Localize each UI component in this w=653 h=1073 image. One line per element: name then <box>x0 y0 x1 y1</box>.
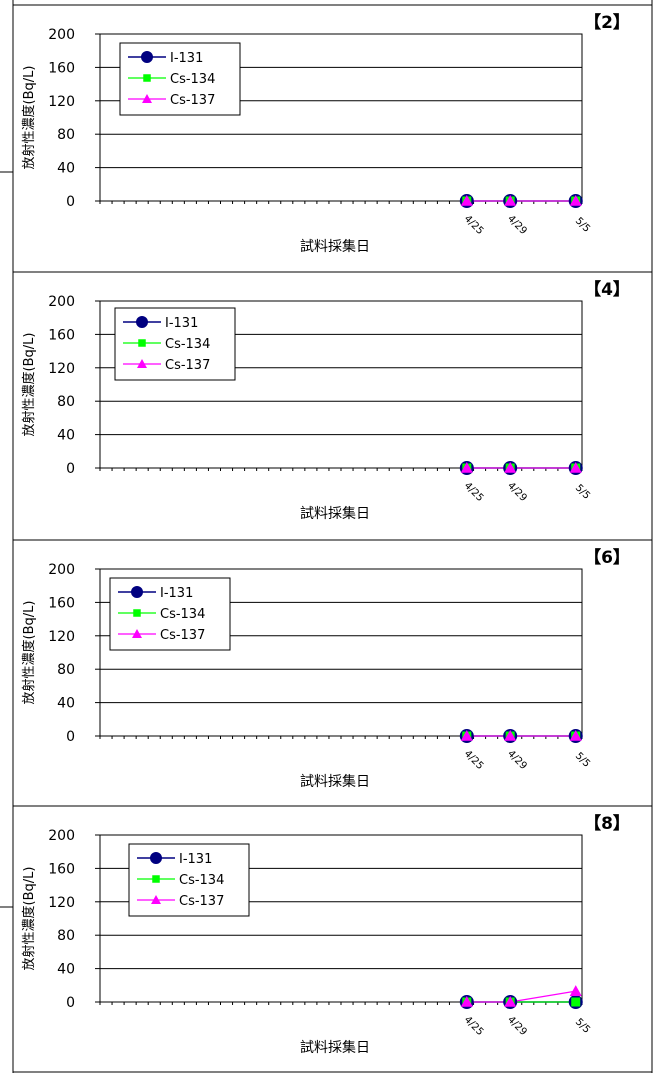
chart-panel: 200 160 120 80 40 0 放射性濃度(Bq/L) 試料採集日 【2】 4/25 4/2… <box>13 4 652 255</box>
y-tick-label: 80 <box>57 127 75 143</box>
x-tick-label: 4/29 <box>505 213 529 237</box>
y-tick-label: 120 <box>48 895 75 911</box>
y-tick-label: 40 <box>57 696 75 712</box>
y-tick-label: 40 <box>57 161 75 177</box>
x-tick-label: 4/29 <box>505 748 529 772</box>
legend-label: Cs-134 <box>165 337 210 352</box>
legend-label: Cs-134 <box>160 607 205 622</box>
legend-marker <box>143 74 151 82</box>
x-tick-label: 5/5 <box>573 216 592 235</box>
y-tick-label: 120 <box>48 629 75 645</box>
legend-box <box>119 42 241 116</box>
y-axis-label: 放射性濃度(Bq/L) <box>21 867 37 971</box>
y-tick-label: 0 <box>66 194 75 210</box>
y-tick-label: 0 <box>66 995 75 1011</box>
legend-box <box>109 577 231 651</box>
y-tick-label: 80 <box>57 394 75 410</box>
legend-label: I-131 <box>165 316 198 331</box>
data-point <box>569 730 582 741</box>
legend-label: Cs-134 <box>179 873 224 888</box>
legend-marker <box>150 852 162 864</box>
legend-marker <box>136 316 148 328</box>
panel-label: 【8】 <box>584 813 630 834</box>
chart-panel: 200 160 120 80 40 0 放射性濃度(Bq/L) 試料採集日 【4】 4/25 4/2… <box>13 271 652 522</box>
y-tick-label: 200 <box>48 294 75 310</box>
legend-label: I-131 <box>179 852 212 867</box>
x-tick-label: 5/5 <box>573 1017 592 1036</box>
x-axis-label: 試料採集日 <box>300 1039 370 1056</box>
data-point <box>504 996 517 1007</box>
x-tick-label: 4/25 <box>462 480 486 504</box>
y-tick-label: 200 <box>48 562 75 578</box>
y-tick-label: 0 <box>66 461 75 477</box>
x-tick-label: 4/29 <box>505 480 529 504</box>
legend-label: Cs-137 <box>165 358 210 373</box>
x-axis-label: 試料採集日 <box>300 505 370 522</box>
panel-label: 【6】 <box>584 547 630 568</box>
data-point <box>460 996 473 1007</box>
x-axis-label: 試料採集日 <box>300 238 370 255</box>
y-tick-label: 80 <box>57 928 75 944</box>
y-tick-label: 200 <box>48 828 75 844</box>
legend-label: Cs-137 <box>179 894 224 909</box>
legend-marker <box>132 629 142 638</box>
data-point <box>504 462 517 473</box>
y-tick-label: 40 <box>57 962 75 978</box>
y-tick-label: 160 <box>48 861 75 877</box>
legend-label: I-131 <box>170 51 203 66</box>
y-axis-label: 放射性濃度(Bq/L) <box>21 333 37 437</box>
legend-marker <box>151 895 161 904</box>
legend-marker <box>131 586 143 598</box>
x-tick-label: 5/5 <box>573 483 592 502</box>
x-axis-label: 試料採集日 <box>300 773 370 790</box>
data-point <box>460 462 473 473</box>
y-tick-label: 160 <box>48 595 75 611</box>
y-axis-label: 放射性濃度(Bq/L) <box>21 601 37 705</box>
legend-marker <box>152 875 160 883</box>
y-tick-label: 120 <box>48 361 75 377</box>
y-axis-label: 放射性濃度(Bq/L) <box>21 66 37 170</box>
y-tick-label: 200 <box>48 27 75 43</box>
data-point <box>571 997 581 1007</box>
x-tick-label: 5/5 <box>573 751 592 770</box>
x-tick-label: 4/25 <box>462 748 486 772</box>
data-point <box>460 730 473 741</box>
legend-marker <box>133 609 141 617</box>
x-tick-label: 4/25 <box>462 1014 486 1038</box>
data-point <box>569 195 582 206</box>
legend-marker <box>142 94 152 103</box>
legend-box <box>114 307 236 381</box>
panel-label: 【4】 <box>584 279 630 300</box>
y-tick-label: 40 <box>57 428 75 444</box>
legend-label: Cs-137 <box>170 93 215 108</box>
data-point <box>460 195 473 206</box>
data-point <box>504 195 517 206</box>
y-tick-label: 80 <box>57 662 75 678</box>
legend-marker <box>138 339 146 347</box>
legend-label: Cs-137 <box>160 628 205 643</box>
x-tick-label: 4/29 <box>505 1014 529 1038</box>
chart-panel: 200 160 120 80 40 0 放射性濃度(Bq/L) 試料採集日 【8】 4/25 4/2… <box>13 805 652 1073</box>
legend-box <box>128 843 250 917</box>
legend-marker <box>141 51 153 63</box>
y-tick-label: 120 <box>48 94 75 110</box>
legend-label: Cs-134 <box>170 72 215 87</box>
x-tick-label: 4/25 <box>462 213 486 237</box>
legend-label: I-131 <box>160 586 193 601</box>
panel-label: 【2】 <box>584 12 630 33</box>
chart-panel: 200 160 120 80 40 0 放射性濃度(Bq/L) 試料採集日 【6】 4/25 4/2… <box>13 539 652 790</box>
y-tick-label: 160 <box>48 327 75 343</box>
y-tick-label: 160 <box>48 60 75 76</box>
y-tick-label: 0 <box>66 729 75 745</box>
data-point <box>569 462 582 473</box>
data-point <box>569 985 582 996</box>
legend-marker <box>137 359 147 368</box>
data-point <box>504 730 517 741</box>
